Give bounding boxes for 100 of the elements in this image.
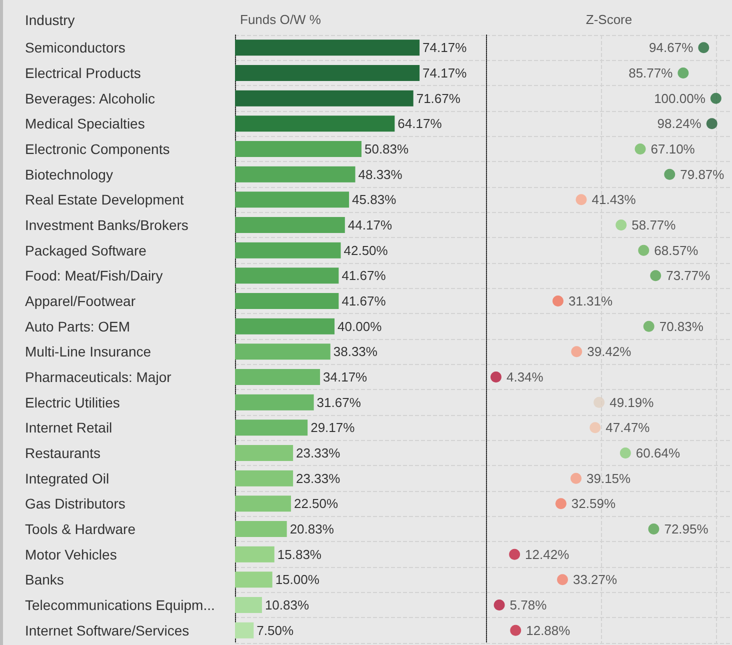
bar xyxy=(235,597,262,613)
point xyxy=(557,574,568,586)
point xyxy=(664,168,676,180)
y-tick-label: Electrical Products xyxy=(25,65,141,81)
data-label: 32.59% xyxy=(571,496,616,512)
point xyxy=(571,346,582,358)
data-label: 23.33% xyxy=(296,470,341,486)
data-label: 5.78% xyxy=(510,598,548,612)
point xyxy=(576,194,587,206)
y-tick-label: Tools & Hardware xyxy=(25,521,136,537)
data-label: 29.17% xyxy=(310,420,356,436)
data-label: 74.17% xyxy=(422,40,468,56)
bar xyxy=(235,166,356,182)
point xyxy=(638,244,650,256)
y-tick-label: Auto Parts: OEM xyxy=(25,318,130,334)
point xyxy=(509,548,520,560)
data-label: 15.00% xyxy=(275,572,320,588)
data-label: 85.77% xyxy=(628,66,674,80)
data-label: 68.57% xyxy=(654,242,699,258)
data-label: 67.10% xyxy=(650,142,696,156)
point xyxy=(510,624,522,636)
point xyxy=(552,296,564,306)
bar xyxy=(235,546,274,562)
data-label: 98.24% xyxy=(657,116,702,132)
point xyxy=(555,498,566,510)
y-tick-label: Packaged Software xyxy=(25,242,147,258)
y-tick-label: Pharmaceuticals: Major xyxy=(25,369,172,385)
y-tick-label: Investment Banks/Brokers xyxy=(25,217,188,233)
data-label: 60.64% xyxy=(636,446,680,460)
y-tick-label: Semiconductors xyxy=(25,40,126,56)
bar xyxy=(235,268,339,284)
y-axis-title: Industry xyxy=(25,12,75,28)
point xyxy=(620,448,631,458)
data-label: 4.34% xyxy=(506,370,544,384)
data-label: 41.67% xyxy=(342,268,386,284)
y-tick-label: Restaurants xyxy=(25,445,100,461)
data-label: 41.67% xyxy=(342,294,386,308)
bar xyxy=(235,217,345,233)
data-label: 49.19% xyxy=(610,394,654,410)
chart-title: Z-Score xyxy=(586,12,632,27)
data-label: 50.83% xyxy=(364,142,410,156)
data-label: 42.50% xyxy=(344,242,388,258)
chart-title: Funds O/W % xyxy=(240,12,322,27)
y-tick-label: Integrated Oil xyxy=(25,470,110,486)
data-label: 15.83% xyxy=(277,546,322,562)
data-label: 94.67% xyxy=(649,40,694,56)
y-tick-label: Telecommunications Equipm... xyxy=(25,597,215,613)
data-label: 58.77% xyxy=(632,218,676,232)
data-label: 47.47% xyxy=(606,420,650,436)
bar xyxy=(235,496,291,512)
data-label: 7.50% xyxy=(256,622,294,638)
y-tick-label: Apparel/Footwear xyxy=(25,293,136,309)
data-label: 71.67% xyxy=(416,90,461,106)
y-tick-label: Biotechnology xyxy=(25,166,113,182)
data-label: 31.31% xyxy=(568,294,614,308)
y-tick-label: Electronic Components xyxy=(25,141,170,157)
bar xyxy=(235,622,254,638)
bar xyxy=(235,293,339,309)
bar xyxy=(235,394,314,410)
bar xyxy=(235,242,341,258)
point xyxy=(643,320,654,332)
data-label: 79.87% xyxy=(680,166,725,182)
data-label: 45.83% xyxy=(352,192,397,208)
point xyxy=(678,68,689,78)
y-tick-label: Real Estate Development xyxy=(25,192,184,208)
bar xyxy=(235,420,308,436)
bar xyxy=(235,141,362,157)
y-tick-label: Motor Vehicles xyxy=(25,546,117,562)
data-label: 22.50% xyxy=(294,496,339,512)
data-label: 10.83% xyxy=(264,598,310,612)
point xyxy=(648,524,660,534)
data-label: 31.67% xyxy=(316,394,362,410)
data-label: 39.42% xyxy=(587,344,632,360)
data-label: 41.43% xyxy=(592,192,636,208)
y-tick-label: Banks xyxy=(25,572,64,588)
data-label: 64.17% xyxy=(398,116,442,132)
y-tick-label: Food: Meat/Fish/Dairy xyxy=(25,268,163,284)
data-label: 12.42% xyxy=(525,546,570,562)
data-label: 44.17% xyxy=(348,218,392,232)
bar xyxy=(235,369,320,385)
data-label: 74.17% xyxy=(422,66,468,80)
bar xyxy=(235,318,335,334)
point xyxy=(594,396,605,408)
bar xyxy=(235,192,350,208)
data-label: 20.83% xyxy=(290,522,334,536)
bar xyxy=(235,521,287,537)
y-tick-label: Electric Utilities xyxy=(25,394,120,410)
data-label: 38.33% xyxy=(333,344,378,360)
point xyxy=(710,92,722,104)
y-tick-label: Multi-Line Insurance xyxy=(25,344,152,360)
data-label: 70.83% xyxy=(659,318,704,334)
point xyxy=(570,472,582,484)
y-tick-label: Internet Retail xyxy=(25,420,112,436)
bar xyxy=(235,65,420,81)
data-label: 100.00% xyxy=(654,90,706,106)
data-label: 39.15% xyxy=(586,470,632,486)
data-label: 33.27% xyxy=(572,572,618,588)
bar xyxy=(235,116,395,132)
data-label: 23.33% xyxy=(296,446,341,460)
data-label: 40.00% xyxy=(338,318,382,334)
